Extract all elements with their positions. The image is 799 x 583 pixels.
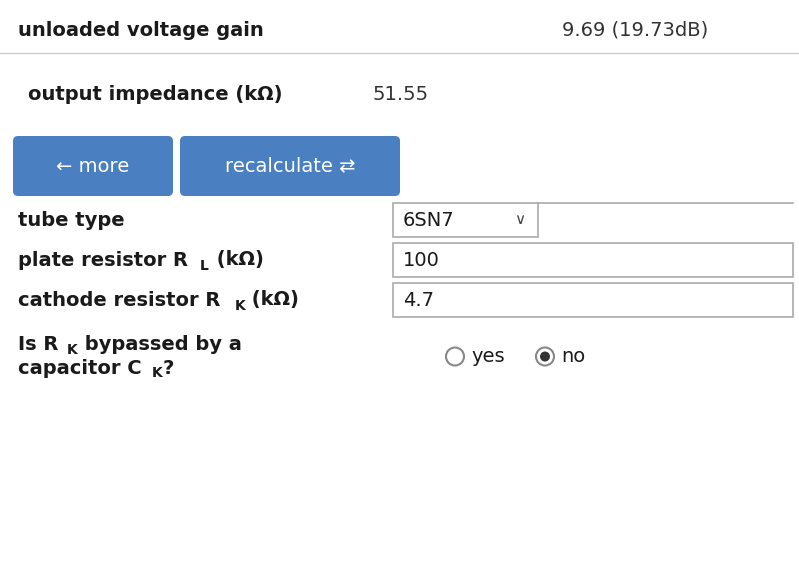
- Text: K: K: [67, 343, 78, 357]
- Text: K: K: [235, 299, 246, 313]
- Text: output impedance (kΩ): output impedance (kΩ): [28, 86, 283, 104]
- Text: K: K: [152, 366, 163, 380]
- Text: 51.55: 51.55: [372, 86, 428, 104]
- Text: no: no: [561, 347, 585, 366]
- Text: ∨: ∨: [515, 212, 526, 227]
- Text: 4.7: 4.7: [403, 290, 434, 310]
- Text: capacitor C: capacitor C: [18, 359, 141, 378]
- Text: cathode resistor R: cathode resistor R: [18, 290, 221, 310]
- FancyBboxPatch shape: [393, 243, 793, 277]
- Text: 9.69 (19.73dB): 9.69 (19.73dB): [562, 20, 708, 40]
- FancyBboxPatch shape: [180, 136, 400, 196]
- Text: recalculate ⇄: recalculate ⇄: [225, 156, 356, 175]
- Text: 6SN7: 6SN7: [403, 210, 455, 230]
- Text: (kΩ): (kΩ): [245, 290, 299, 310]
- Text: L: L: [200, 259, 209, 273]
- FancyBboxPatch shape: [393, 283, 793, 317]
- Text: ?: ?: [163, 359, 174, 378]
- Text: (kΩ): (kΩ): [210, 251, 264, 269]
- Text: 100: 100: [403, 251, 440, 269]
- Text: yes: yes: [471, 347, 505, 366]
- Circle shape: [540, 352, 550, 361]
- Text: bypassed by a: bypassed by a: [78, 335, 242, 354]
- FancyBboxPatch shape: [393, 203, 538, 237]
- Text: unloaded voltage gain: unloaded voltage gain: [18, 20, 264, 40]
- Text: ← more: ← more: [57, 156, 129, 175]
- FancyBboxPatch shape: [13, 136, 173, 196]
- Circle shape: [536, 347, 554, 366]
- Text: plate resistor R: plate resistor R: [18, 251, 188, 269]
- Text: tube type: tube type: [18, 210, 125, 230]
- Text: Is R: Is R: [18, 335, 58, 354]
